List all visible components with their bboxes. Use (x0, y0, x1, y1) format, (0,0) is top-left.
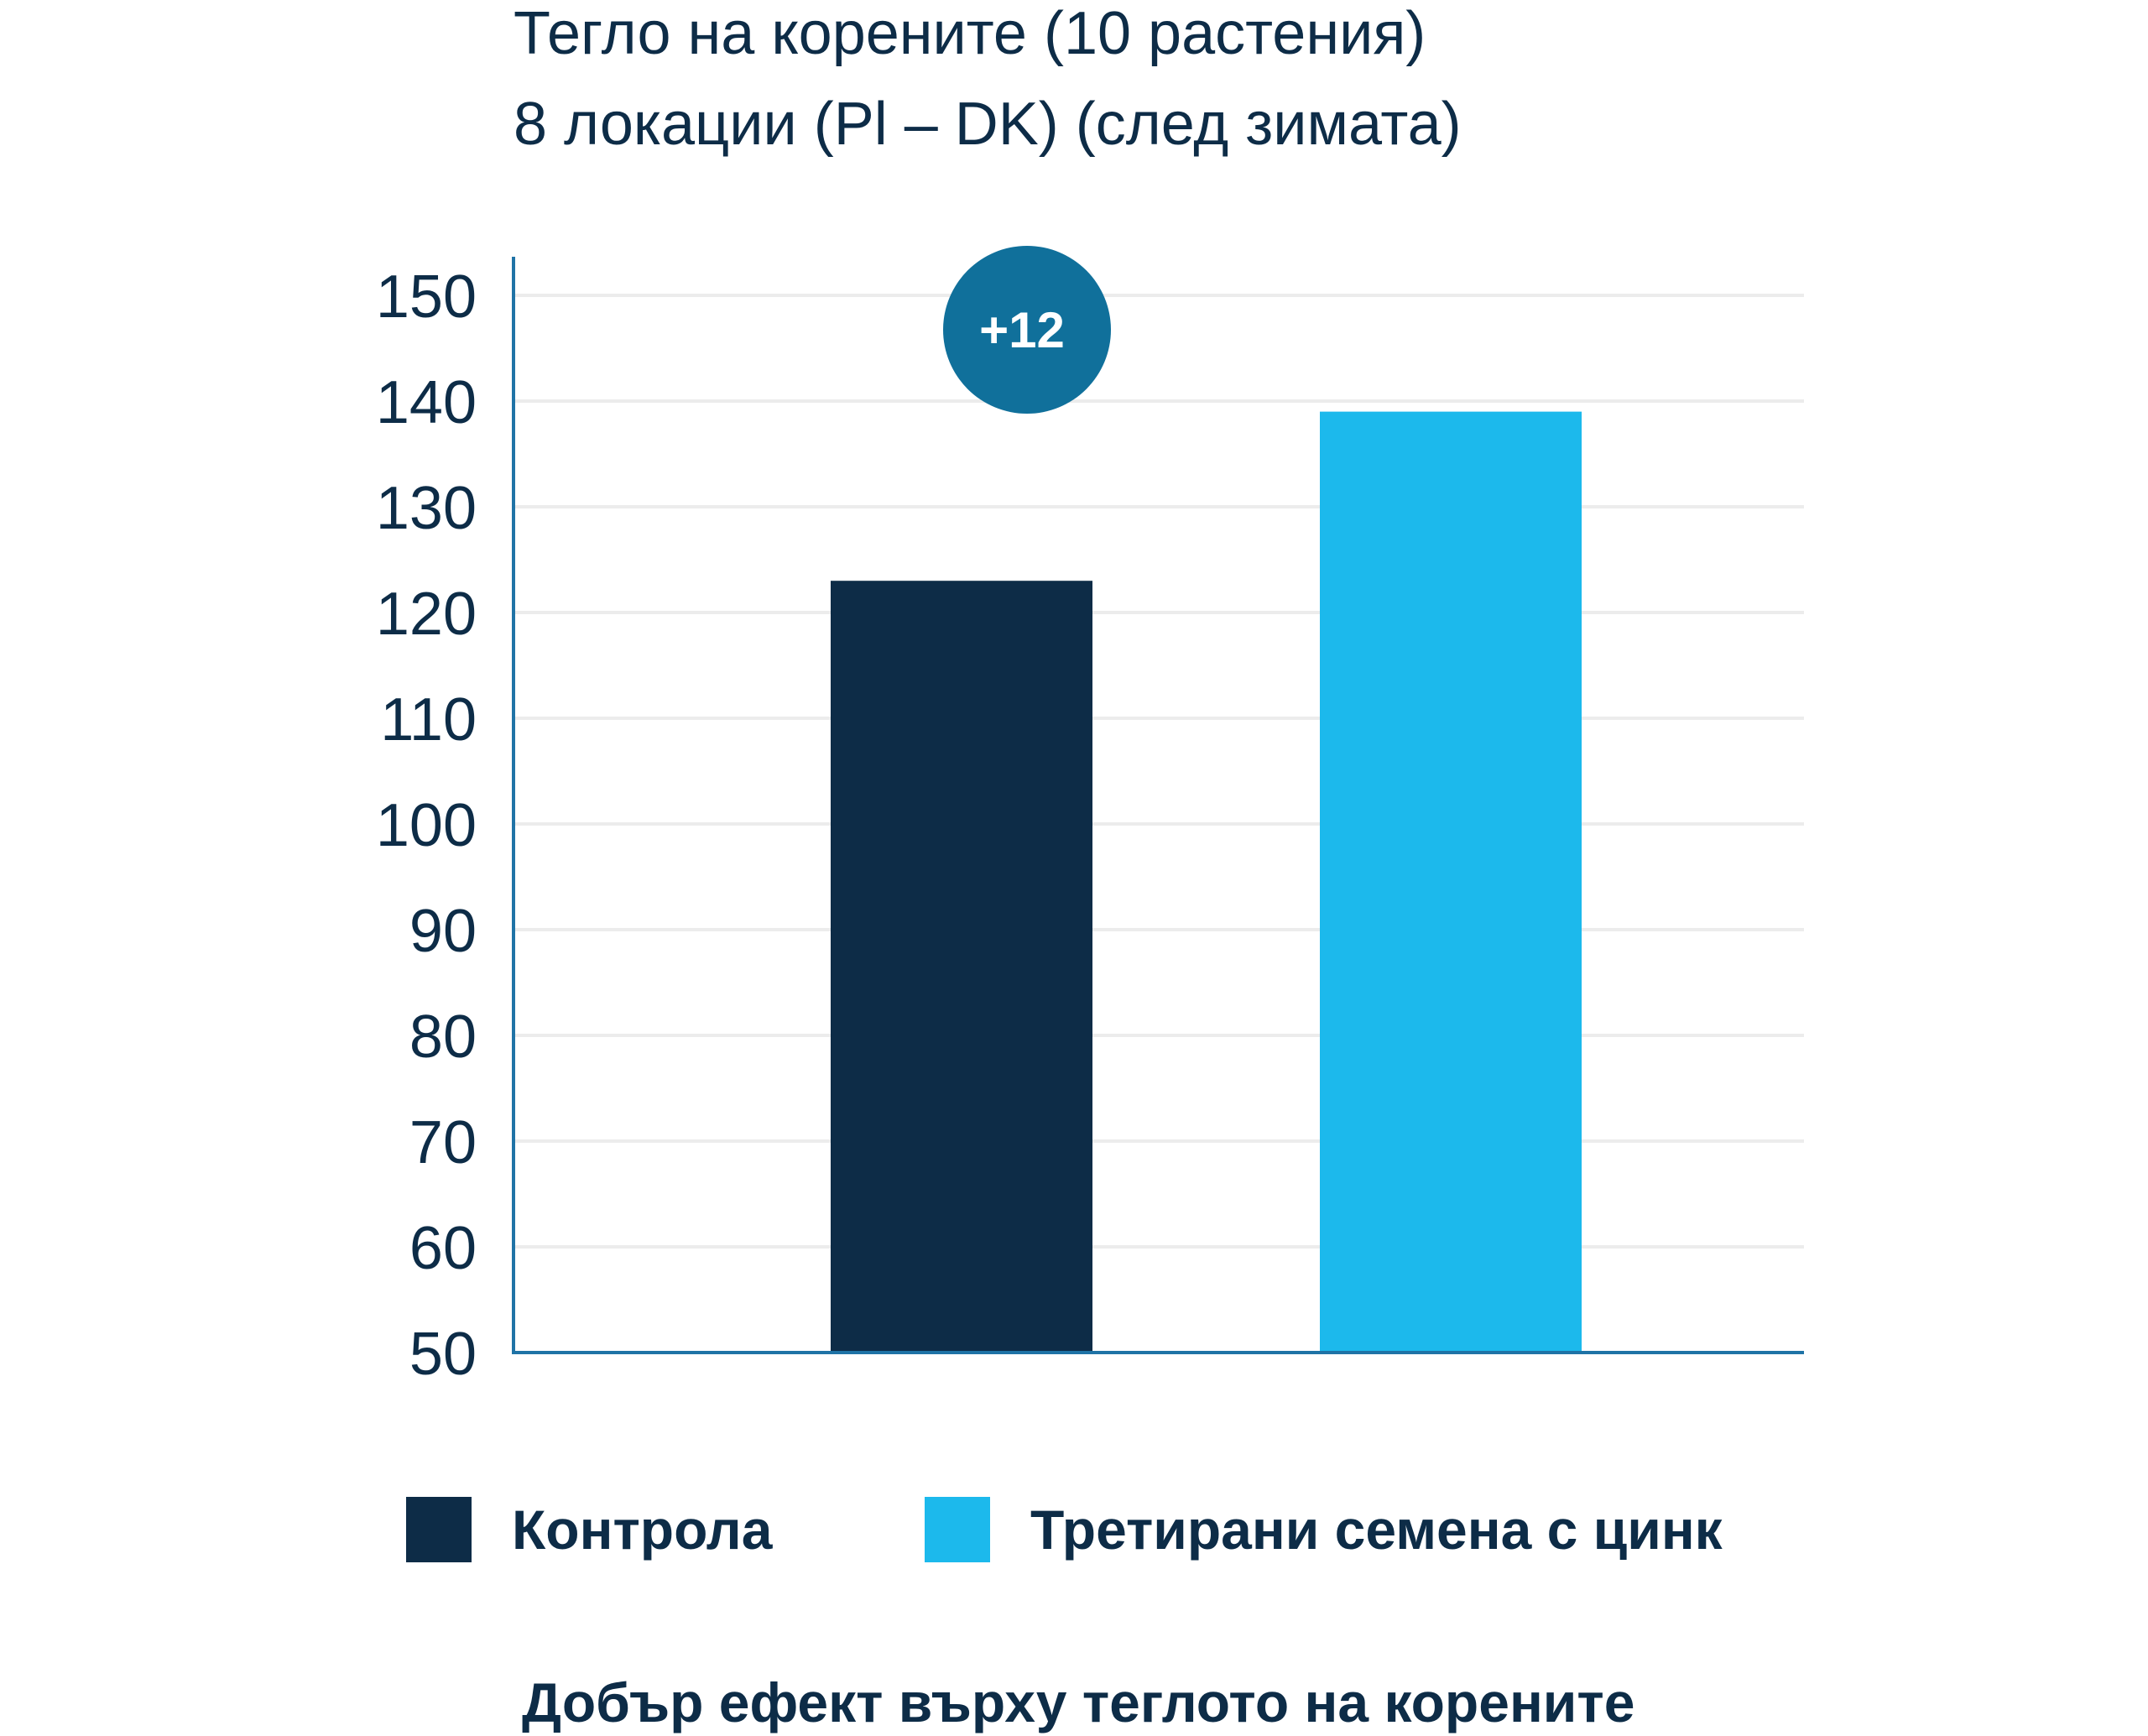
chart-title: Тегло на корените (10 растения) (514, 0, 1426, 67)
grid-lines (514, 294, 1804, 1249)
chart-footer-caption: Добър ефект върху теглото на корените (522, 1671, 1635, 1733)
bars (831, 411, 1582, 1353)
difference-badge: +12 (943, 246, 1111, 414)
legend-swatch-zinc-treated (925, 1497, 990, 1562)
legend-item-control: Контрола (406, 1497, 772, 1562)
y-tick-label: 140 (376, 369, 477, 436)
y-tick-label: 90 (409, 898, 477, 965)
axes (512, 257, 1804, 1354)
y-tick-labels: 150 140 130 120 110 100 90 80 70 60 50 (376, 263, 477, 1388)
legend-label-zinc-treated: Третирани семена с цинк (1030, 1499, 1723, 1561)
y-tick-label: 150 (376, 263, 477, 331)
difference-badge-circle (943, 246, 1111, 414)
y-tick-label: 110 (380, 686, 477, 753)
difference-badge-label: +12 (979, 302, 1065, 358)
chart-subtitle: 8 локации (Pl – DK) (след зимата) (514, 91, 1462, 158)
legend-label-control: Контрола (512, 1499, 773, 1561)
y-tick-label: 70 (409, 1109, 477, 1176)
legend-item-zinc-treated: Третирани семена с цинк (925, 1497, 1723, 1562)
y-tick-label: 120 (376, 581, 477, 648)
bar-control (831, 581, 1092, 1353)
y-tick-label: 50 (409, 1321, 477, 1388)
y-tick-label: 130 (376, 475, 477, 542)
y-tick-label: 60 (409, 1215, 477, 1282)
y-tick-label: 100 (376, 792, 477, 859)
bar-chart: 150 140 130 120 110 100 90 80 70 60 50 +12 (376, 246, 1804, 1388)
y-tick-label: 80 (409, 1004, 477, 1071)
bar-zinc-treated (1320, 411, 1582, 1353)
legend-swatch-control (406, 1497, 472, 1562)
